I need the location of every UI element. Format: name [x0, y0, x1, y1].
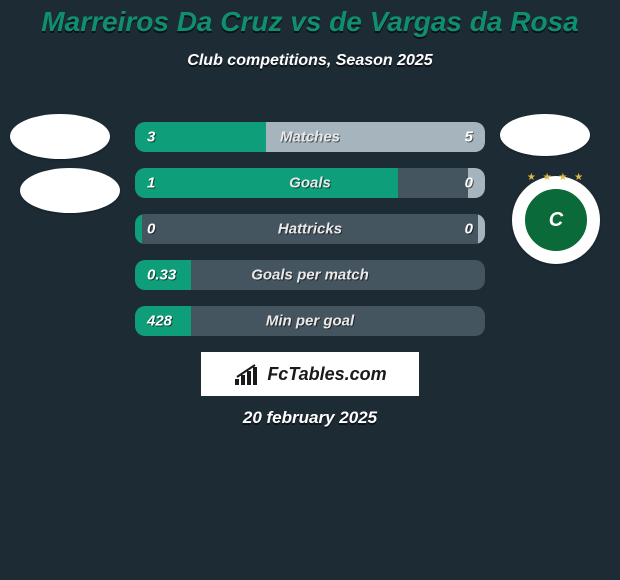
stat-value-right: 5 — [465, 129, 473, 146]
stat-row-matches: 3 Matches 5 — [135, 122, 485, 152]
page-title: Marreiros Da Cruz vs de Vargas da Rosa — [0, 0, 620, 38]
badge-inner: C — [523, 187, 589, 253]
brand-chart-icon — [233, 363, 261, 385]
team-right-badge: ★ ★ ★ ★ C — [512, 176, 600, 264]
stat-row-goals: 1 Goals 0 — [135, 168, 485, 198]
brand-box: FcTables.com — [201, 352, 419, 396]
team-right-marker — [500, 114, 590, 156]
stat-row-goals-per-match: 0.33 Goals per match — [135, 260, 485, 290]
brand-text: FcTables.com — [267, 364, 386, 385]
stat-label: Goals — [135, 175, 485, 192]
stat-label: Goals per match — [135, 267, 485, 284]
stat-value-right: 0 — [465, 221, 473, 238]
date-text: 20 february 2025 — [0, 408, 620, 428]
badge-stars: ★ ★ ★ ★ — [512, 172, 600, 183]
stat-value-right: 0 — [465, 175, 473, 192]
team-left-logo-2 — [20, 168, 120, 213]
stat-row-min-per-goal: 428 Min per goal — [135, 306, 485, 336]
subtitle: Club competitions, Season 2025 — [0, 52, 620, 70]
team-left-logo-1 — [10, 114, 110, 159]
comparison-infographic: Marreiros Da Cruz vs de Vargas da Rosa C… — [0, 0, 620, 580]
stats-container: 3 Matches 5 1 Goals 0 0 Hattricks 0 0.33… — [135, 122, 485, 352]
stat-row-hattricks: 0 Hattricks 0 — [135, 214, 485, 244]
stat-label: Hattricks — [135, 221, 485, 238]
stat-label: Min per goal — [135, 313, 485, 330]
stat-label: Matches — [135, 129, 485, 146]
